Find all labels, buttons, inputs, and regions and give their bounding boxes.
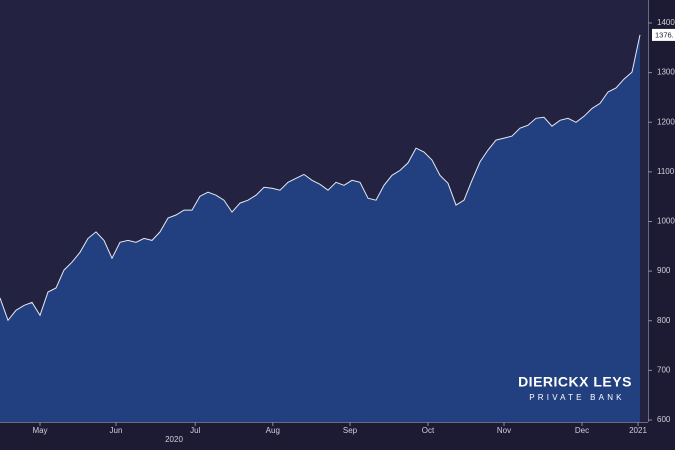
last-value-label: 1376. xyxy=(655,30,674,39)
last-value-badge xyxy=(652,28,675,41)
x-tick-label: Dec xyxy=(575,426,589,435)
watermark-subtitle: PRIVATE BANK xyxy=(529,393,624,402)
x-tick-label: Sep xyxy=(343,426,358,435)
plot xyxy=(0,34,641,423)
x-tick-label: 2021 xyxy=(629,426,647,435)
x-tick-label: Aug xyxy=(266,426,280,435)
area-fill xyxy=(0,34,640,423)
y-tick-label: 1000 xyxy=(657,217,675,226)
x-tick-label: May xyxy=(32,426,47,435)
watermark-title: DIERICKX LEYS xyxy=(518,374,632,390)
line xyxy=(0,34,641,322)
x-tick-label: Nov xyxy=(497,426,511,435)
y-tick-label: 1400 xyxy=(657,18,675,27)
y-tick-label: 600 xyxy=(657,415,671,424)
y-tick-label: 900 xyxy=(657,266,671,275)
x-tick-label: Oct xyxy=(422,426,435,435)
year-label: 2020 xyxy=(165,435,183,444)
y-tick-label: 700 xyxy=(657,365,671,374)
x-tick-label: Jul xyxy=(190,426,200,435)
y-tick-label: 1200 xyxy=(657,117,675,126)
y-tick-label: 1100 xyxy=(657,167,675,176)
y-tick-label: 800 xyxy=(657,316,671,325)
x-axis-band xyxy=(0,422,675,450)
x-tick-label: Jun xyxy=(110,426,123,435)
y-tick-label: 1300 xyxy=(657,68,675,77)
